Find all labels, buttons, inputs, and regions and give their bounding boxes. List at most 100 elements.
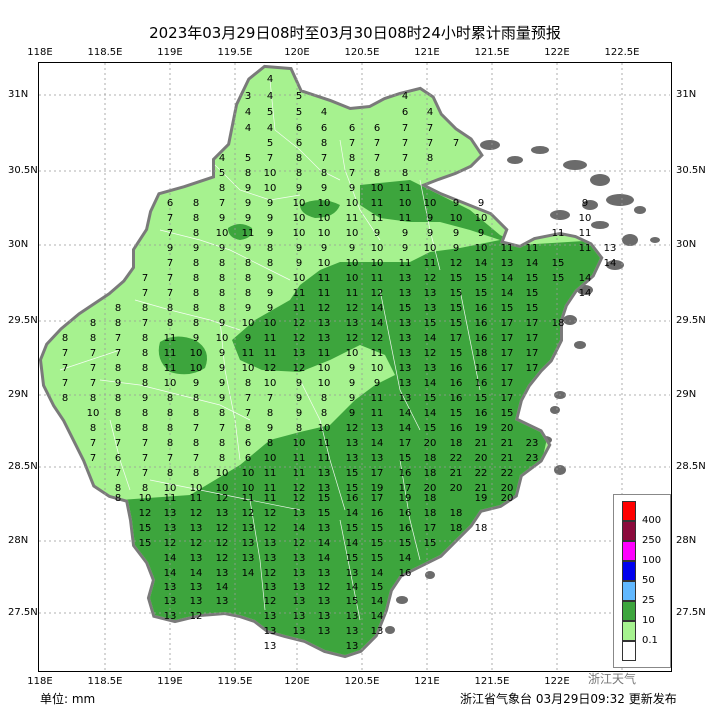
- station-value: 13: [424, 363, 437, 374]
- lon-label-top: 119E: [157, 47, 183, 58]
- station-value: 8: [142, 408, 148, 419]
- station-value: 9: [349, 393, 355, 404]
- station-value: 13: [346, 568, 359, 579]
- station-value: 15: [424, 423, 437, 434]
- station-value: 15: [526, 288, 539, 299]
- station-value: 8: [193, 288, 199, 299]
- station-value: 11: [346, 213, 359, 224]
- station-value: 8: [115, 363, 121, 374]
- station-value: 8: [142, 363, 148, 374]
- station-value: 16: [450, 393, 463, 404]
- station-value: 8: [267, 408, 273, 419]
- station-value: 13: [190, 582, 203, 593]
- station-value: 10: [318, 198, 331, 209]
- station-value: 10: [346, 198, 359, 209]
- legend-swatch: [622, 601, 636, 621]
- station-value: 13: [293, 508, 306, 519]
- island-shape: [591, 221, 609, 229]
- station-value: 12: [216, 523, 229, 534]
- station-value: 19: [371, 483, 384, 494]
- station-value: 22: [450, 453, 463, 464]
- station-value: 10: [450, 213, 463, 224]
- station-value: 4: [267, 91, 273, 102]
- station-value: 16: [475, 363, 488, 374]
- legend-label: 50: [642, 575, 655, 586]
- station-value: 10: [264, 318, 277, 329]
- station-value: 13: [604, 243, 617, 254]
- station-value: 11: [318, 348, 331, 359]
- graticule: [39, 63, 670, 670]
- station-value: 12: [190, 611, 203, 622]
- station-value: 10: [318, 363, 331, 374]
- station-value: 13: [242, 523, 255, 534]
- station-value: 17: [501, 378, 514, 389]
- station-value: 9: [267, 288, 273, 299]
- station-value: 13: [399, 348, 412, 359]
- station-values: 4 3 4 5 4 4 5 5 4 6 4 4 4 6 6 6 6 7 7 5 6 8 7 7 7 7 7 4 5 7 8 7 8 7 7 8 5 8 10…: [62, 74, 617, 652]
- station-value: 14: [501, 288, 514, 299]
- station-value: 15: [346, 468, 359, 479]
- station-value: 11: [371, 393, 384, 404]
- station-value: 12: [242, 508, 255, 519]
- station-value: 7: [62, 378, 68, 389]
- station-value: 9: [478, 198, 484, 209]
- station-value: 9: [267, 423, 273, 434]
- station-value: 15: [318, 508, 331, 519]
- station-value: 17: [399, 438, 412, 449]
- station-value: 9: [349, 408, 355, 419]
- station-value: 23: [526, 453, 539, 464]
- station-value: 7: [219, 198, 225, 209]
- legend-label: 400: [642, 515, 662, 526]
- station-value: 8: [115, 423, 121, 434]
- station-value: 9: [349, 243, 355, 254]
- station-value: 8: [321, 168, 327, 179]
- station-value: 8: [193, 303, 199, 314]
- station-value: 13: [318, 318, 331, 329]
- lon-label-top: 121E: [414, 47, 440, 58]
- station-value: 14: [579, 288, 592, 299]
- station-value: 12: [346, 423, 359, 434]
- station-value: 9: [374, 378, 380, 389]
- station-value: 16: [475, 408, 488, 419]
- station-value: 5: [296, 107, 302, 118]
- island-shape: [550, 406, 560, 414]
- station-value: 6: [296, 138, 302, 149]
- station-value: 9: [167, 243, 173, 254]
- station-value: 17: [526, 348, 539, 359]
- station-value: 11: [293, 453, 306, 464]
- station-value: 7: [427, 138, 433, 149]
- station-value: 16: [450, 363, 463, 374]
- station-value: 13: [501, 258, 514, 269]
- station-value: 13: [318, 333, 331, 344]
- lat-label-right: 28.5N: [676, 461, 706, 472]
- station-value: 6: [321, 123, 327, 134]
- station-value: 13: [293, 596, 306, 607]
- station-value: 13: [293, 553, 306, 564]
- lon-label-bottom: 119.5E: [217, 676, 253, 687]
- station-value: 11: [346, 288, 359, 299]
- station-value: 10: [475, 213, 488, 224]
- station-value: 15: [346, 596, 359, 607]
- station-value: 10: [318, 228, 331, 239]
- station-value: 11: [164, 348, 177, 359]
- legend-label: 250: [642, 535, 662, 546]
- station-value: 9: [219, 243, 225, 254]
- station-value: 11: [526, 243, 539, 254]
- station-value: 9: [245, 183, 251, 194]
- issuer-label: 浙江省气象台 03月29日09:32 更新发布: [460, 692, 677, 706]
- station-value: 7: [374, 138, 380, 149]
- island-shape: [550, 210, 570, 220]
- station-value: 17: [450, 333, 463, 344]
- legend-label: 10: [642, 615, 655, 626]
- station-value: 8: [90, 318, 96, 329]
- station-value: 6: [167, 198, 173, 209]
- station-value: 20: [501, 493, 514, 504]
- station-value: 15: [399, 538, 412, 549]
- station-value: 12: [293, 538, 306, 549]
- station-value: 13: [190, 596, 203, 607]
- station-value: 7: [142, 273, 148, 284]
- station-value: 11: [371, 348, 384, 359]
- station-value: 8: [115, 393, 121, 404]
- station-value: 12: [318, 303, 331, 314]
- station-value: 9: [267, 273, 273, 284]
